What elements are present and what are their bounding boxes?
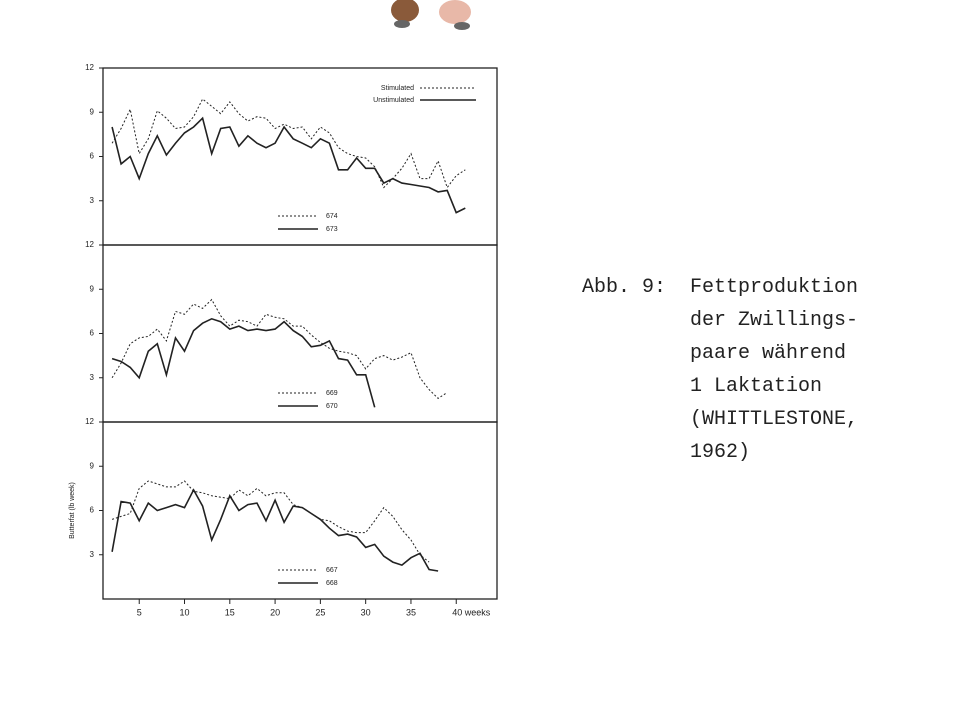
legend-label: 667: [326, 567, 338, 574]
series-line: [111, 98, 466, 189]
series-line: [111, 488, 439, 572]
caption-lead: Abb. 9:: [582, 276, 667, 299]
y-tick-label: 6: [90, 506, 95, 515]
x-tick-label: 40 weeks: [452, 607, 491, 617]
y-tick-label: 3: [90, 373, 95, 382]
legend-label: 669: [326, 390, 338, 397]
series-line: [111, 317, 376, 408]
x-tick-label: 20: [270, 607, 280, 617]
caption-line: der Zwillings-: [690, 309, 859, 332]
y-tick-label: 3: [90, 196, 95, 205]
y-tick-label: 9: [90, 284, 95, 293]
x-tick-label: 5: [137, 607, 142, 617]
y-tick-label: 6: [90, 152, 95, 161]
plot-frame: [102, 67, 498, 246]
caption-line: Fettproduktion: [690, 276, 859, 299]
y-tick-label: 12: [85, 417, 94, 426]
x-tick-label: 30: [361, 607, 371, 617]
series-line: [111, 116, 466, 214]
y-tick-label: 12: [85, 63, 94, 72]
legend-label: 673: [326, 226, 338, 233]
x-tick-label: 10: [180, 607, 190, 617]
y-tick-label: 3: [90, 550, 95, 559]
legend-label: 674: [326, 213, 338, 220]
y-tick-label: 12: [85, 240, 94, 249]
x-tick-label: 15: [225, 607, 235, 617]
caption-line: 1 Laktation: [690, 375, 823, 398]
y-tick-label: 6: [90, 329, 95, 338]
series-line: [111, 298, 448, 400]
y-tick-label: 9: [90, 107, 95, 116]
legend-label: 668: [326, 580, 338, 587]
caption-line: 1962): [690, 441, 751, 464]
cartoon: [391, 0, 471, 30]
key-label: Stimulated: [381, 85, 414, 92]
legend-label: 670: [326, 403, 338, 410]
x-tick-label: 35: [406, 607, 416, 617]
y-tick-label: 9: [90, 461, 95, 470]
plot-frame: [102, 421, 498, 600]
series-line: [111, 480, 430, 563]
caption-line: (WHITTLESTONE,: [690, 408, 859, 431]
y-axis-label: Butterfat (lb week): [69, 482, 76, 539]
plot-frame: [102, 244, 498, 423]
x-tick-label: 25: [315, 607, 325, 617]
key-label: Unstimulated: [373, 97, 414, 104]
caption-line: paare während: [690, 342, 847, 365]
